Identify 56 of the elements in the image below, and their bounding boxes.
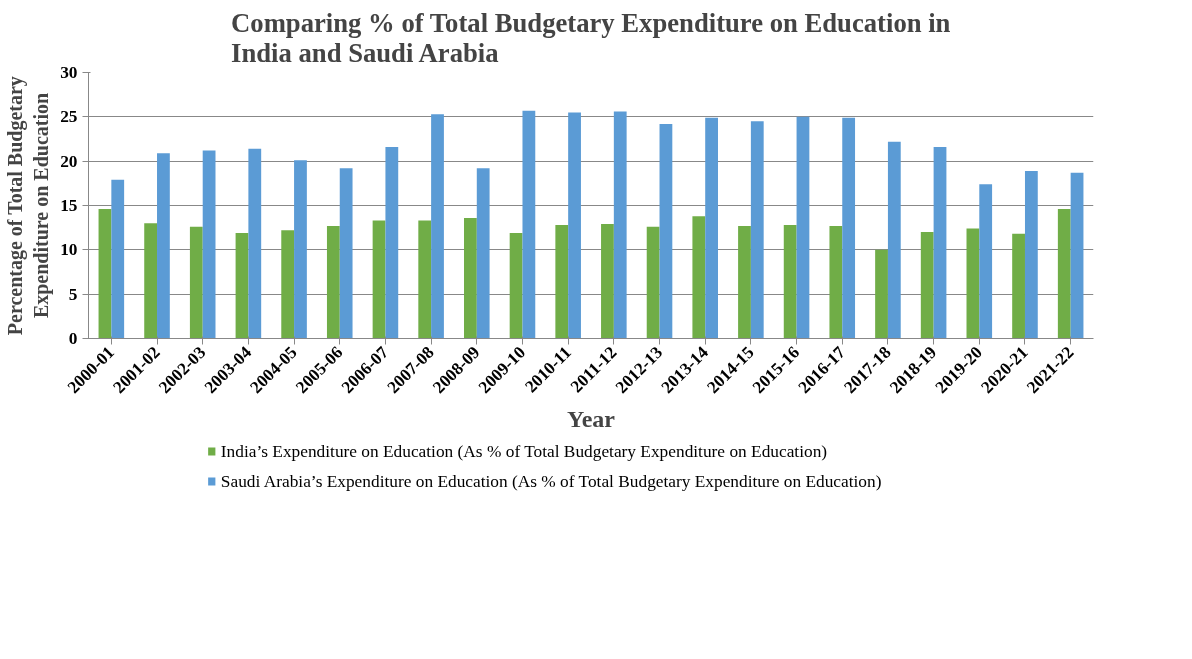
bar <box>796 116 810 339</box>
bar <box>568 112 581 339</box>
bar <box>692 216 706 339</box>
bar <box>979 184 993 339</box>
bar <box>98 209 112 339</box>
bar <box>705 117 718 339</box>
bar <box>966 228 980 339</box>
bar <box>601 224 614 339</box>
bar <box>613 111 627 339</box>
bar <box>111 179 125 339</box>
bar <box>248 148 262 339</box>
bar <box>887 141 901 339</box>
bar <box>1012 233 1025 339</box>
bar <box>294 160 307 339</box>
legend-label: Saudi Arabia’s Expenditure on Education (As % of Total Budgetary Expenditure on Education) <box>220 472 882 491</box>
bar <box>920 232 934 339</box>
bar <box>659 123 673 339</box>
bar <box>385 146 399 339</box>
bar <box>144 223 158 339</box>
bar <box>157 153 170 339</box>
y-tick-label: 25 <box>60 107 78 127</box>
y-tick-label: 20 <box>60 151 78 171</box>
bar <box>783 225 797 339</box>
bar <box>235 232 249 339</box>
y-axis-title: Percentage of Total Budgetary Expenditure on Education <box>3 76 54 336</box>
bar <box>372 220 386 339</box>
bar <box>464 217 477 339</box>
x-axis-title: Year <box>567 406 616 433</box>
bar <box>1070 172 1084 339</box>
y-tick-label: 0 <box>68 329 78 348</box>
bar <box>738 225 751 339</box>
legend-label: India’s Expenditure on Education (As % of Total Budgetary Expenditure on Education) <box>220 442 828 461</box>
bar <box>339 168 353 339</box>
y-tick-label: 15 <box>60 196 78 215</box>
bar <box>555 225 569 339</box>
bar <box>875 249 888 339</box>
bar <box>842 117 856 339</box>
bar <box>281 230 295 339</box>
bar <box>509 232 523 339</box>
bar <box>750 121 764 339</box>
bar <box>202 150 216 339</box>
bar <box>933 146 947 339</box>
bar <box>646 226 660 339</box>
y-tick-label: 10 <box>60 240 78 260</box>
bar <box>476 168 490 339</box>
bar <box>829 225 843 339</box>
bar <box>1024 170 1038 339</box>
bar <box>326 225 340 339</box>
bar <box>431 114 444 339</box>
bar <box>1057 209 1071 339</box>
y-tick-label: 30 <box>60 63 78 82</box>
y-tick-label: 5 <box>68 284 78 304</box>
bar <box>522 110 536 339</box>
bar <box>189 226 203 339</box>
bar <box>418 220 432 339</box>
chart-title: Comparing % of Total Budgetary Expenditure on Education in India and Saudi Arabia <box>231 7 951 68</box>
